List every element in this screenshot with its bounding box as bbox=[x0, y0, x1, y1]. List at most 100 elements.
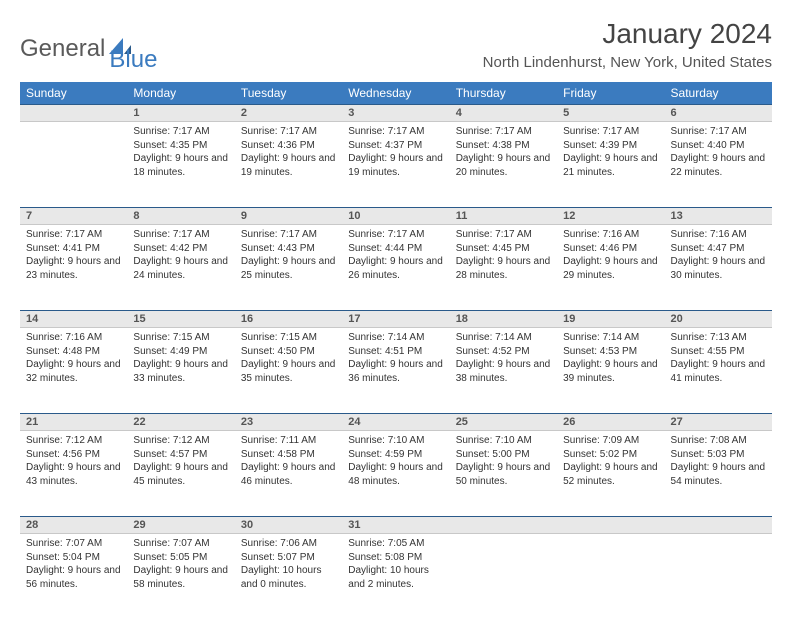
logo-text-general: General bbox=[20, 35, 105, 63]
day-cell bbox=[450, 534, 557, 620]
day-cell: Sunrise: 7:17 AM Sunset: 4:45 PM Dayligh… bbox=[450, 225, 557, 311]
weekday-header: Saturday bbox=[665, 82, 772, 105]
day-cell: Sunrise: 7:14 AM Sunset: 4:51 PM Dayligh… bbox=[342, 328, 449, 414]
day-content: Sunrise: 7:17 AM Sunset: 4:41 PM Dayligh… bbox=[20, 225, 127, 288]
daynum-cell: 16 bbox=[235, 311, 342, 328]
daynum-cell: 27 bbox=[665, 414, 772, 431]
day-content bbox=[450, 534, 557, 543]
day-cell: Sunrise: 7:13 AM Sunset: 4:55 PM Dayligh… bbox=[665, 328, 772, 414]
day-content: Sunrise: 7:17 AM Sunset: 4:42 PM Dayligh… bbox=[127, 225, 234, 288]
day-cell: Sunrise: 7:05 AM Sunset: 5:08 PM Dayligh… bbox=[342, 534, 449, 620]
day-content: Sunrise: 7:09 AM Sunset: 5:02 PM Dayligh… bbox=[557, 431, 664, 494]
day-cell: Sunrise: 7:17 AM Sunset: 4:44 PM Dayligh… bbox=[342, 225, 449, 311]
day-content: Sunrise: 7:17 AM Sunset: 4:37 PM Dayligh… bbox=[342, 122, 449, 185]
location-text: North Lindenhurst, New York, United Stat… bbox=[483, 54, 772, 71]
day-number: 9 bbox=[235, 208, 342, 224]
daynum-cell: 9 bbox=[235, 208, 342, 225]
daynum-cell bbox=[665, 517, 772, 534]
day-cell: Sunrise: 7:07 AM Sunset: 5:04 PM Dayligh… bbox=[20, 534, 127, 620]
daynum-cell: 24 bbox=[342, 414, 449, 431]
day-number: 18 bbox=[450, 311, 557, 327]
daynum-cell: 15 bbox=[127, 311, 234, 328]
day-content: Sunrise: 7:16 AM Sunset: 4:47 PM Dayligh… bbox=[665, 225, 772, 288]
day-content: Sunrise: 7:17 AM Sunset: 4:43 PM Dayligh… bbox=[235, 225, 342, 288]
day-content: Sunrise: 7:12 AM Sunset: 4:56 PM Dayligh… bbox=[20, 431, 127, 494]
daynum-cell: 2 bbox=[235, 105, 342, 122]
day-number: 21 bbox=[20, 414, 127, 430]
day-cell: Sunrise: 7:17 AM Sunset: 4:42 PM Dayligh… bbox=[127, 225, 234, 311]
logo: General Blue bbox=[20, 24, 157, 74]
day-content: Sunrise: 7:10 AM Sunset: 4:59 PM Dayligh… bbox=[342, 431, 449, 494]
day-content: Sunrise: 7:16 AM Sunset: 4:48 PM Dayligh… bbox=[20, 328, 127, 391]
daynum-cell: 25 bbox=[450, 414, 557, 431]
daynum-row: 14151617181920 bbox=[20, 311, 772, 328]
day-number: 8 bbox=[127, 208, 234, 224]
day-content: Sunrise: 7:05 AM Sunset: 5:08 PM Dayligh… bbox=[342, 534, 449, 597]
day-content: Sunrise: 7:17 AM Sunset: 4:44 PM Dayligh… bbox=[342, 225, 449, 288]
day-cell: Sunrise: 7:16 AM Sunset: 4:48 PM Dayligh… bbox=[20, 328, 127, 414]
day-cell: Sunrise: 7:10 AM Sunset: 4:59 PM Dayligh… bbox=[342, 431, 449, 517]
daynum-cell: 3 bbox=[342, 105, 449, 122]
day-cell: Sunrise: 7:17 AM Sunset: 4:38 PM Dayligh… bbox=[450, 122, 557, 208]
daynum-cell: 21 bbox=[20, 414, 127, 431]
day-cell: Sunrise: 7:12 AM Sunset: 4:56 PM Dayligh… bbox=[20, 431, 127, 517]
day-number: 17 bbox=[342, 311, 449, 327]
weekday-header: Thursday bbox=[450, 82, 557, 105]
day-cell: Sunrise: 7:16 AM Sunset: 4:46 PM Dayligh… bbox=[557, 225, 664, 311]
day-number: 6 bbox=[665, 105, 772, 121]
daynum-cell: 20 bbox=[665, 311, 772, 328]
day-cell bbox=[557, 534, 664, 620]
day-number: 4 bbox=[450, 105, 557, 121]
day-number bbox=[665, 517, 772, 521]
daynum-cell: 28 bbox=[20, 517, 127, 534]
day-cell bbox=[20, 122, 127, 208]
day-cell: Sunrise: 7:10 AM Sunset: 5:00 PM Dayligh… bbox=[450, 431, 557, 517]
day-cell bbox=[665, 534, 772, 620]
weekday-header: Wednesday bbox=[342, 82, 449, 105]
logo-text-blue: Blue bbox=[109, 46, 157, 74]
day-number: 29 bbox=[127, 517, 234, 533]
calendar-table: Sunday Monday Tuesday Wednesday Thursday… bbox=[20, 82, 772, 620]
day-cell: Sunrise: 7:17 AM Sunset: 4:35 PM Dayligh… bbox=[127, 122, 234, 208]
day-content: Sunrise: 7:07 AM Sunset: 5:05 PM Dayligh… bbox=[127, 534, 234, 597]
daynum-cell: 11 bbox=[450, 208, 557, 225]
day-content: Sunrise: 7:14 AM Sunset: 4:53 PM Dayligh… bbox=[557, 328, 664, 391]
daynum-cell: 26 bbox=[557, 414, 664, 431]
daynum-cell: 13 bbox=[665, 208, 772, 225]
day-number: 13 bbox=[665, 208, 772, 224]
day-number: 7 bbox=[20, 208, 127, 224]
day-number: 23 bbox=[235, 414, 342, 430]
day-content: Sunrise: 7:15 AM Sunset: 4:50 PM Dayligh… bbox=[235, 328, 342, 391]
day-number: 19 bbox=[557, 311, 664, 327]
day-number: 12 bbox=[557, 208, 664, 224]
day-number bbox=[557, 517, 664, 521]
day-cell: Sunrise: 7:17 AM Sunset: 4:36 PM Dayligh… bbox=[235, 122, 342, 208]
daynum-row: 78910111213 bbox=[20, 208, 772, 225]
day-number bbox=[450, 517, 557, 521]
day-cell: Sunrise: 7:08 AM Sunset: 5:03 PM Dayligh… bbox=[665, 431, 772, 517]
day-cell: Sunrise: 7:17 AM Sunset: 4:37 PM Dayligh… bbox=[342, 122, 449, 208]
daynum-cell: 29 bbox=[127, 517, 234, 534]
day-number: 16 bbox=[235, 311, 342, 327]
content-row: Sunrise: 7:17 AM Sunset: 4:41 PM Dayligh… bbox=[20, 225, 772, 311]
day-content: Sunrise: 7:11 AM Sunset: 4:58 PM Dayligh… bbox=[235, 431, 342, 494]
header: General Blue January 2024 North Lindenhu… bbox=[20, 18, 772, 74]
content-row: Sunrise: 7:12 AM Sunset: 4:56 PM Dayligh… bbox=[20, 431, 772, 517]
daynum-cell: 17 bbox=[342, 311, 449, 328]
day-cell: Sunrise: 7:17 AM Sunset: 4:39 PM Dayligh… bbox=[557, 122, 664, 208]
daynum-row: 123456 bbox=[20, 105, 772, 122]
day-number: 14 bbox=[20, 311, 127, 327]
day-content: Sunrise: 7:17 AM Sunset: 4:36 PM Dayligh… bbox=[235, 122, 342, 185]
day-content: Sunrise: 7:08 AM Sunset: 5:03 PM Dayligh… bbox=[665, 431, 772, 494]
weekday-header: Monday bbox=[127, 82, 234, 105]
day-content: Sunrise: 7:06 AM Sunset: 5:07 PM Dayligh… bbox=[235, 534, 342, 597]
content-row: Sunrise: 7:16 AM Sunset: 4:48 PM Dayligh… bbox=[20, 328, 772, 414]
day-content bbox=[557, 534, 664, 543]
day-number: 1 bbox=[127, 105, 234, 121]
day-number bbox=[20, 105, 127, 109]
day-cell: Sunrise: 7:12 AM Sunset: 4:57 PM Dayligh… bbox=[127, 431, 234, 517]
day-cell: Sunrise: 7:14 AM Sunset: 4:52 PM Dayligh… bbox=[450, 328, 557, 414]
day-cell: Sunrise: 7:16 AM Sunset: 4:47 PM Dayligh… bbox=[665, 225, 772, 311]
daynum-cell bbox=[450, 517, 557, 534]
day-content: Sunrise: 7:17 AM Sunset: 4:39 PM Dayligh… bbox=[557, 122, 664, 185]
